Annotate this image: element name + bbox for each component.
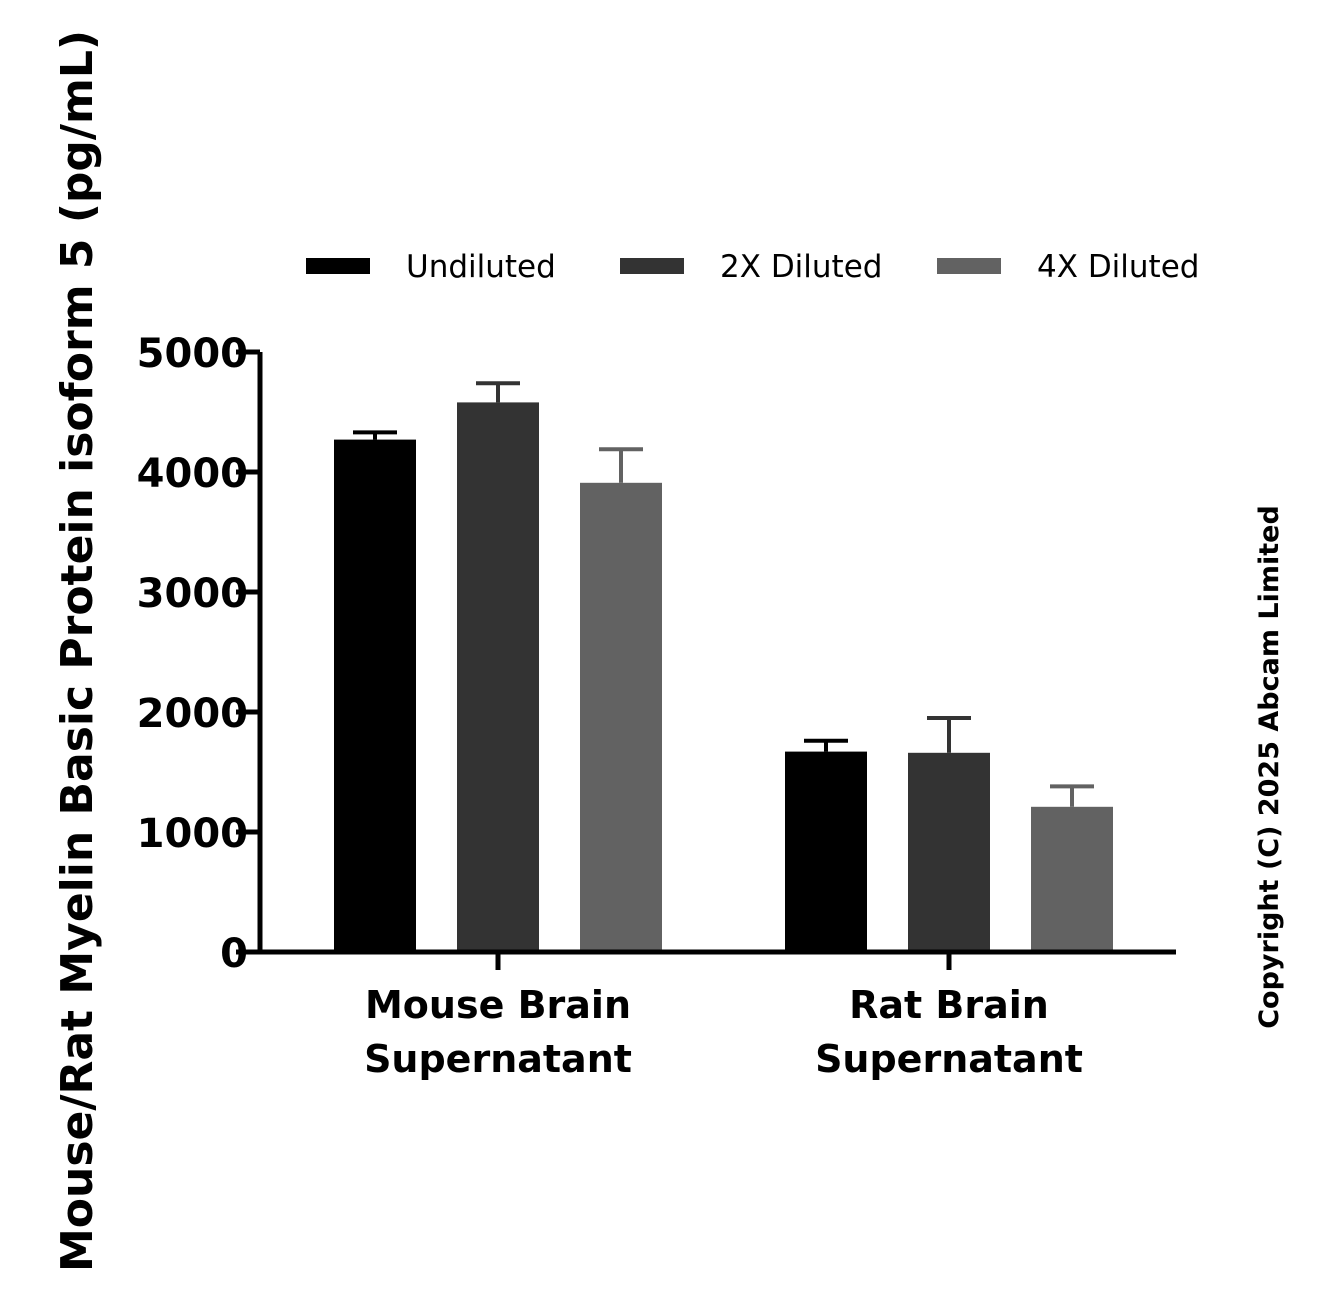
x-category-label: Supernatant xyxy=(364,1037,632,1081)
x-category-label: Mouse Brain xyxy=(365,983,631,1027)
y-tick-label: 4000 xyxy=(137,451,248,497)
x-category-label: Supernatant xyxy=(815,1037,1083,1081)
error-bars xyxy=(353,381,1094,807)
legend: Undiluted 2X Diluted 4X Diluted xyxy=(306,249,1199,285)
copyright-text: Copyright (C) 2025 Abcam Limited xyxy=(1254,505,1285,1029)
y-tick-label: 1000 xyxy=(137,811,248,857)
x-categories: Mouse Brain Supernatant Rat Brain Supernata… xyxy=(364,952,1083,1081)
y-tick-label: 3000 xyxy=(137,571,248,617)
bar xyxy=(580,482,662,952)
bar xyxy=(457,402,539,952)
bar xyxy=(908,752,990,952)
legend-label: 4X Diluted xyxy=(1037,249,1199,285)
bars xyxy=(334,402,1113,953)
bar xyxy=(334,439,416,953)
y-axis-label: Mouse/Rat Myelin Basic Protein isoform 5… xyxy=(52,30,103,1272)
x-category-label: Rat Brain xyxy=(849,983,1049,1027)
y-tick-label: 5000 xyxy=(137,331,248,377)
legend-label: Undiluted xyxy=(406,249,556,285)
legend-swatch xyxy=(306,258,370,274)
y-tick-label: 2000 xyxy=(137,691,248,737)
bar xyxy=(785,751,867,952)
axes xyxy=(257,352,1176,955)
legend-swatch xyxy=(937,258,1001,274)
legend-swatch xyxy=(620,258,684,274)
bar xyxy=(1031,806,1113,952)
legend-label: 2X Diluted xyxy=(720,249,882,285)
y-tick-label: 0 xyxy=(220,931,248,977)
y-ticks: 0 1000 2000 3000 4000 5000 xyxy=(137,331,260,977)
